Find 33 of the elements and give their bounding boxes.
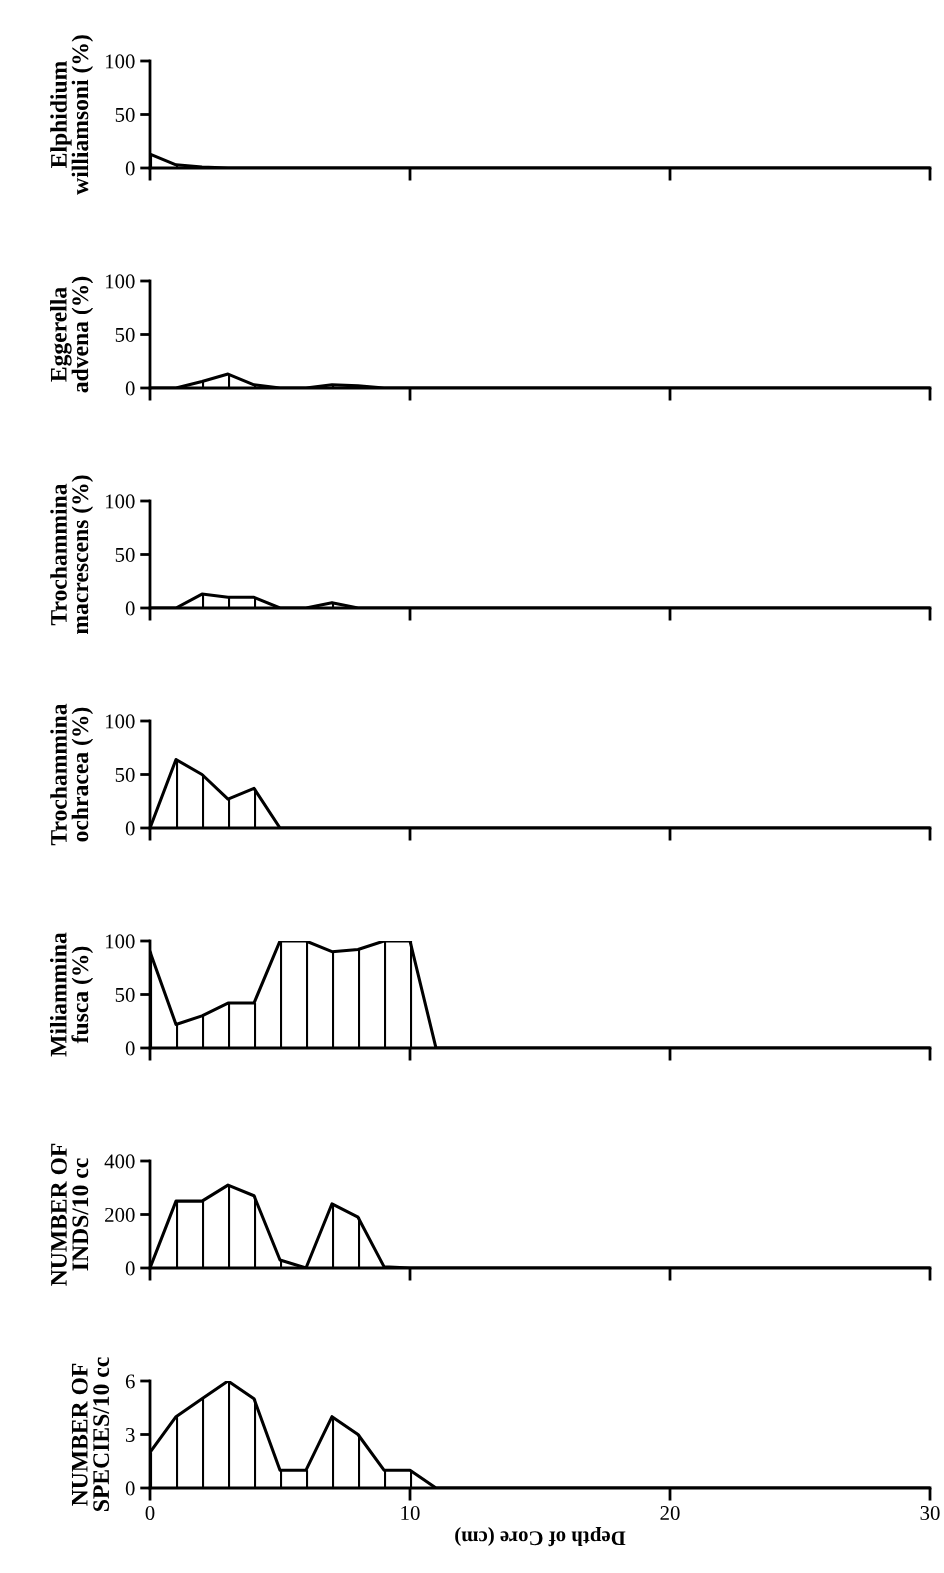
- y-axis-title: Trochammina ochracea (%): [50, 703, 94, 846]
- y-tick-label: 100: [106, 54, 135, 69]
- y-tick-label: 0: [125, 1261, 135, 1276]
- y-axis-title: Trochammina macrescens (%): [50, 475, 94, 634]
- y-tick-label: 6: [125, 1374, 135, 1389]
- x-tick-label: 30: [920, 1505, 940, 1521]
- y-tick-label: 0: [125, 601, 135, 616]
- y-tick-label: 100: [106, 494, 135, 509]
- y-axis-title: NUMBER OF SPECIES/10 cc: [71, 1357, 110, 1511]
- y-tick-label: 100: [106, 934, 135, 949]
- y-tick-label: 100: [106, 274, 135, 289]
- y-axis-title: Miliammina fusca (%): [49, 932, 94, 1057]
- y-tick-label: 200: [105, 1207, 135, 1222]
- y-tick-label: 0: [125, 821, 135, 836]
- y-tick-label: 50: [115, 107, 135, 122]
- x-axis-title: Depth of Core (cm): [455, 1527, 626, 1547]
- y-axis-title: Elphidium williamsoni (%): [50, 35, 94, 195]
- x-tick-label: 0: [145, 1505, 155, 1521]
- y-axis-title: NUMBER OF INDS/10 cc: [50, 1143, 89, 1286]
- y-tick-label: 50: [115, 767, 135, 782]
- y-tick-label: 0: [125, 1481, 135, 1496]
- y-tick-label: 0: [125, 1041, 135, 1056]
- x-tick-label: 20: [660, 1505, 680, 1521]
- y-tick-label: 400: [104, 1154, 135, 1169]
- y-tick-label: 0: [125, 381, 135, 396]
- y-tick-label: 50: [115, 987, 135, 1002]
- y-tick-label: 3: [126, 1427, 135, 1442]
- y-tick-label: 100: [106, 714, 135, 729]
- y-tick-label: 50: [115, 327, 135, 342]
- y-axis-title: Eggerella advena (%): [50, 276, 94, 393]
- y-tick-label: 50: [115, 547, 135, 562]
- x-tick-label: 10: [401, 1505, 420, 1521]
- y-tick-label: 0: [125, 161, 135, 176]
